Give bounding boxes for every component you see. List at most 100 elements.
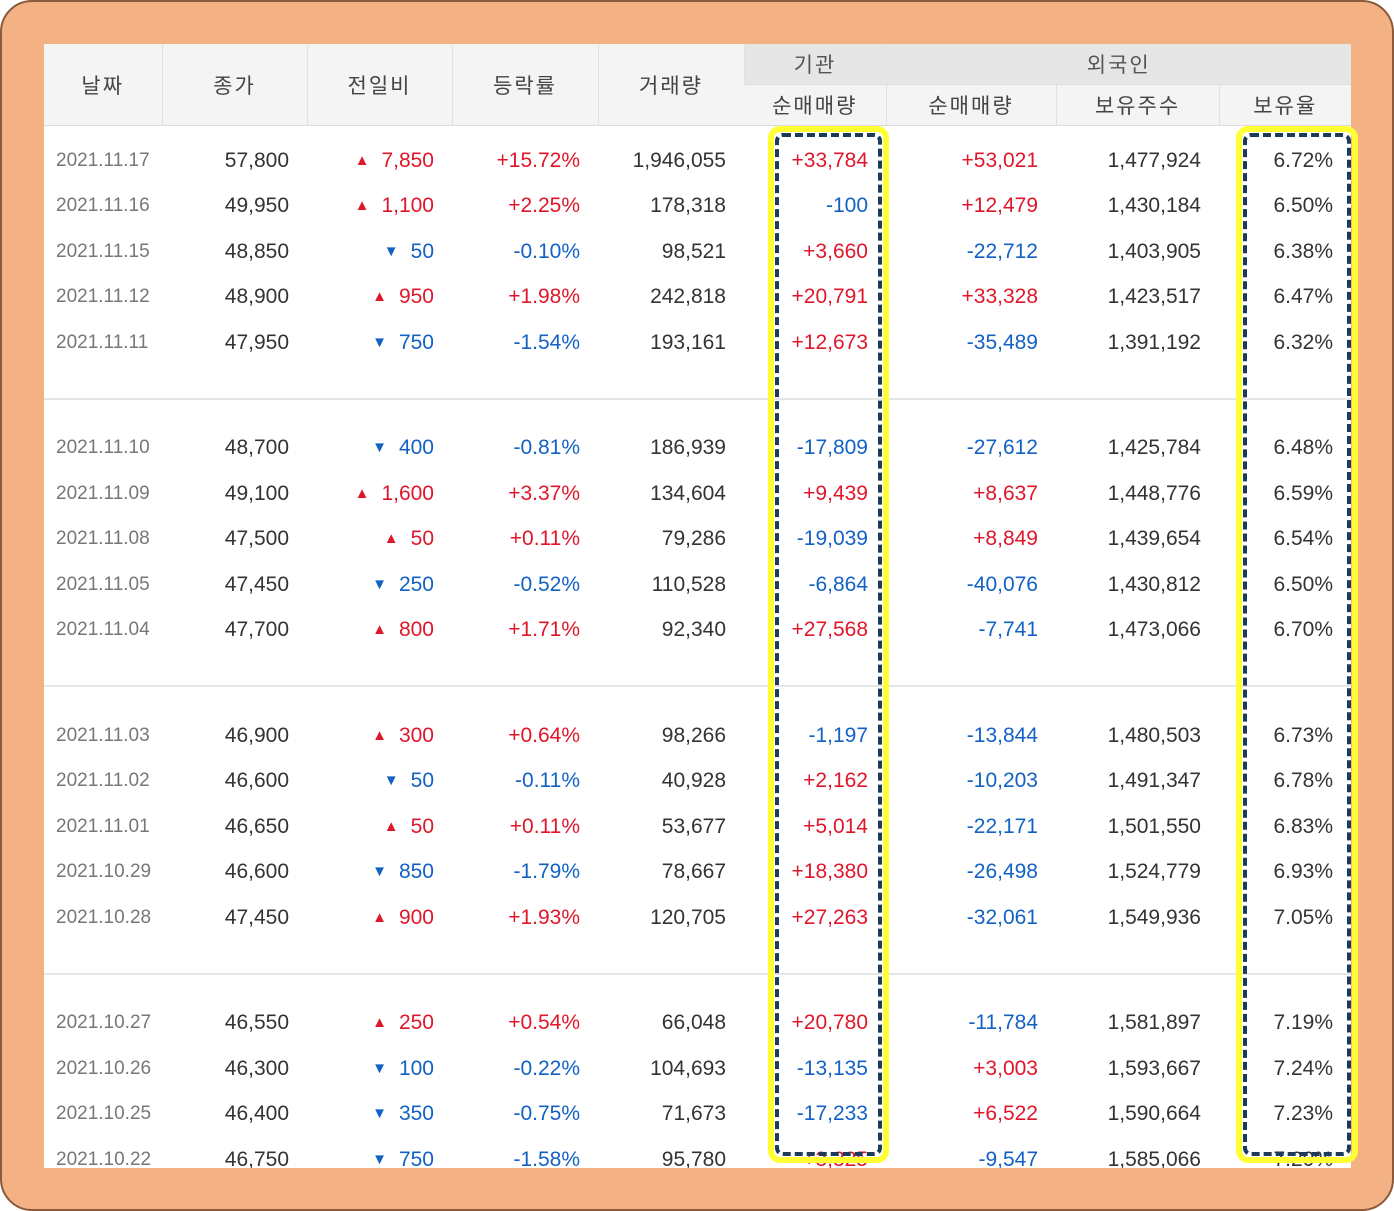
foreign-shares-cell: 1,480,503 [1107,723,1201,747]
change-cell: ▲ 950 [307,275,452,321]
foreign-net-cell: -11,784 [968,1011,1038,1035]
close-cell: 47,450 [224,572,289,596]
foreign-net-cell: -40,076 [966,572,1038,596]
close-cell: 46,650 [224,814,289,838]
foreign-ratio-cell: 7.24% [1273,1056,1334,1080]
close-cell: 47,950 [224,330,289,354]
header-date: 날짜 [44,44,162,126]
rate-cell: +0.11% [509,527,580,551]
foreign-shares-cell: 1,473,066 [1107,618,1201,642]
volume-cell: 92,340 [661,618,726,642]
foreign-ratio-cell: 6.48% [1273,436,1334,460]
table-row: 2021.11.09 49,100 ▲ 1,600 +3.37% 134,604 +9,43… [44,471,1351,517]
header-foreign-ratio: 보유율 [1218,84,1351,126]
foreign-net-cell: -7,741 [978,618,1038,642]
rate-cell: -0.75% [513,1102,580,1126]
foreign-net-cell: +8,637 [973,481,1038,505]
table-row: 2021.10.26 46,300 ▼ 100 -0.22% 104,693 -13,135… [44,1046,1351,1092]
volume-cell: 104,693 [650,1056,726,1080]
rate-cell: -0.52% [513,572,580,596]
rate-cell: +1.71% [508,618,580,642]
date-cell: 2021.11.09 [56,482,150,504]
foreign-ratio-cell: 6.70% [1273,618,1334,642]
volume-cell: 79,286 [661,527,726,551]
foreign-shares-cell: 1,391,192 [1107,330,1201,354]
change-cell: ▲ 1,100 [307,184,452,230]
change-cell: ▼ 750 [307,1137,452,1168]
date-cell: 2021.11.05 [56,573,150,595]
foreign-shares-cell: 1,549,936 [1107,905,1201,929]
inst-net-cell: -1,197 [808,723,868,747]
date-cell: 2021.11.04 [56,619,150,641]
inst-net-cell: -17,233 [796,1102,868,1126]
foreign-shares-cell: 1,430,184 [1107,194,1201,218]
inst-net-cell: +20,791 [791,285,869,309]
table-row: 2021.11.02 46,600 ▼ 50 -0.11% 40,928 +2,162 -10… [44,759,1351,805]
change-cell: ▼ 250 [307,562,452,608]
up-triangle-icon: ▲ [372,288,387,306]
foreign-ratio-cell: 6.93% [1273,860,1334,884]
header-close: 종가 [161,44,307,126]
rate-cell: +0.11% [509,814,580,838]
foreign-shares-cell: 1,590,664 [1107,1102,1201,1126]
table-row: 2021.10.28 47,450 ▲ 900 +1.93% 120,705 +27,263… [44,895,1351,941]
foreign-net-cell: +6,522 [973,1102,1038,1126]
foreign-ratio-cell: 6.38% [1273,239,1334,263]
change-value: 750 [398,330,434,354]
change-cell: ▲ 50 [307,517,452,563]
table-row: 2021.11.11 47,950 ▼ 750 -1.54% 193,161 +12,673… [44,320,1351,366]
volume-cell: 1,946,055 [632,148,726,172]
foreign-shares-cell: 1,491,347 [1107,769,1201,793]
foreign-ratio-cell: 6.32% [1273,330,1334,354]
rate-cell: +15.72% [496,148,581,172]
group-spacer [44,974,1351,1001]
foreign-net-cell: +33,328 [961,285,1039,309]
foreign-ratio-cell: 6.83% [1273,814,1334,838]
foreign-shares-cell: 1,439,654 [1107,527,1201,551]
up-triangle-icon: ▲ [372,621,387,639]
change-value: 100 [398,1056,434,1080]
change-value: 250 [398,1011,434,1035]
volume-cell: 110,528 [651,572,726,596]
foreign-net-cell: -32,061 [966,905,1038,929]
table-row: 2021.11.05 47,450 ▼ 250 -0.52% 110,528 -6,864 -… [44,562,1351,608]
volume-cell: 120,705 [650,905,726,929]
foreign-net-cell: -9,547 [978,1147,1038,1168]
change-value: 800 [398,618,434,642]
foreign-net-cell: +8,849 [973,527,1038,551]
inst-net-cell: -13,135 [796,1056,868,1080]
change-cell: ▲ 1,600 [307,471,452,517]
table-row: 2021.10.22 46,750 ▼ 750 -1.58% 95,780 +3,325 -9… [44,1137,1351,1168]
foreign-net-cell: -26,498 [966,860,1038,884]
date-cell: 2021.10.28 [56,906,152,928]
close-cell: 47,700 [224,618,289,642]
change-value: 50 [410,527,434,551]
group-spacer [44,686,1351,713]
rate-cell: -0.11% [515,769,580,793]
foreign-net-cell: +3,003 [973,1056,1038,1080]
table-row: 2021.10.29 46,600 ▼ 850 -1.79% 78,667 +18,380 -… [44,850,1351,896]
foreign-ratio-cell: 6.59% [1273,481,1334,505]
volume-cell: 186,939 [650,436,726,460]
change-value: 950 [398,285,434,309]
volume-cell: 78,667 [661,860,726,884]
date-cell: 2021.10.27 [56,1012,152,1034]
date-cell: 2021.11.10 [56,437,150,459]
table-row: 2021.11.15 48,850 ▼ 50 -0.10% 98,521 +3,660 -22… [44,229,1351,275]
rate-cell: +1.93% [508,905,580,929]
change-value: 1,100 [381,194,434,218]
close-cell: 46,600 [224,860,289,884]
change-cell: ▼ 100 [307,1046,452,1092]
date-cell: 2021.10.25 [56,1103,152,1125]
foreign-shares-cell: 1,477,924 [1107,148,1201,172]
volume-cell: 98,266 [661,723,726,747]
rate-cell: -1.79% [513,860,580,884]
rate-cell: +2.25% [508,194,580,218]
close-cell: 46,750 [224,1147,289,1168]
foreign-ratio-cell: 6.50% [1273,572,1334,596]
volume-cell: 66,048 [661,1011,726,1035]
change-cell: ▲ 50 [307,804,452,850]
table-row: 2021.11.16 49,950 ▲ 1,100 +2.25% 178,318 -100 +… [44,184,1351,230]
down-triangle-icon: ▼ [383,242,399,260]
rate-cell: -0.22% [513,1056,580,1080]
